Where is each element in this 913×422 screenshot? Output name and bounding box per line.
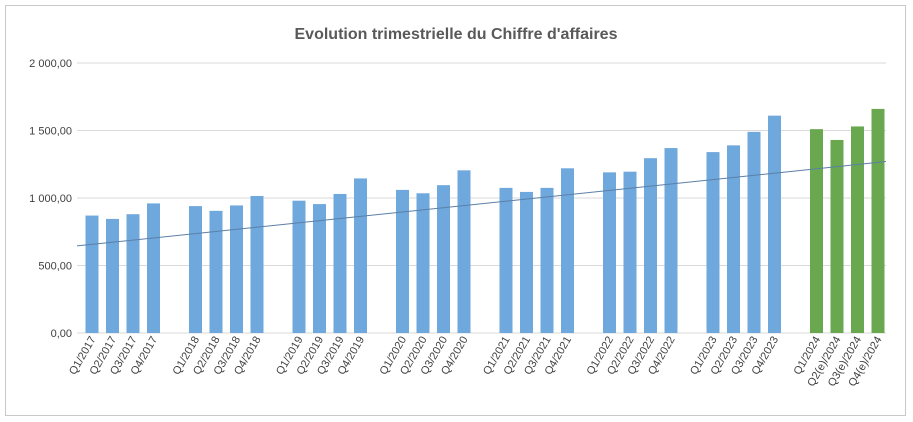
bar-Q4-2021 <box>561 168 574 333</box>
bar-Q1-2022 <box>603 172 616 333</box>
bar-Q2-2018 <box>209 210 223 333</box>
bar-Q2-2020 <box>416 193 430 333</box>
bar-Q4-2023 <box>768 115 781 334</box>
bar-Q3-2023 <box>747 131 761 333</box>
bar-Q1-2024 <box>810 129 823 333</box>
bar-Q1-2021 <box>499 187 513 333</box>
chart-title: Evolution trimestrielle du Chiffre d'aff… <box>295 26 618 43</box>
y-tick-label: 0,00 <box>51 328 72 340</box>
bar-Q2-2023 <box>727 145 740 333</box>
bar-Q1-2019 <box>292 200 306 333</box>
bar-Q3-2020 <box>437 185 450 333</box>
trendline <box>76 161 887 247</box>
bar-Q2-2022 <box>623 171 637 333</box>
bar-Q1-2020 <box>396 189 409 333</box>
y-axis: 0,00 500,00 1 000,00 1 500,00 2 000,00 <box>29 58 72 340</box>
bar-Q4-2017 <box>147 203 160 333</box>
bar-Q4-2019 <box>354 178 367 333</box>
bar-Q3-2021 <box>540 187 554 333</box>
bar-Q1-2017 <box>85 215 99 333</box>
bar-Q3-2018 <box>230 205 243 333</box>
bar-Q3-2022 <box>644 158 657 333</box>
trend-line <box>76 161 887 247</box>
bars <box>85 108 885 334</box>
y-tick-label: 500,00 <box>38 261 72 273</box>
bar-Q2-2017 <box>106 218 119 333</box>
bar-Q4-2018 <box>250 195 264 333</box>
y-tick-label: 2 000,00 <box>29 58 72 70</box>
bar-Q4-2020 <box>457 170 471 333</box>
bar-Q2-e--2024 <box>830 139 844 333</box>
bar-Q2-2021 <box>520 191 533 333</box>
bar-Q4-e--2024 <box>871 108 885 334</box>
bar-Q3-e--2024 <box>851 126 864 333</box>
bar-Q3-2019 <box>333 193 347 333</box>
bar-Q4-2022 <box>664 148 678 333</box>
bar-Q1-2018 <box>189 206 202 333</box>
y-tick-label: 1 000,00 <box>29 193 72 205</box>
bar-Q2-2019 <box>313 204 326 333</box>
bar-Q1-2023 <box>706 152 720 333</box>
bar-Q3-2017 <box>126 214 140 333</box>
y-tick-label: 1 500,00 <box>29 126 72 138</box>
